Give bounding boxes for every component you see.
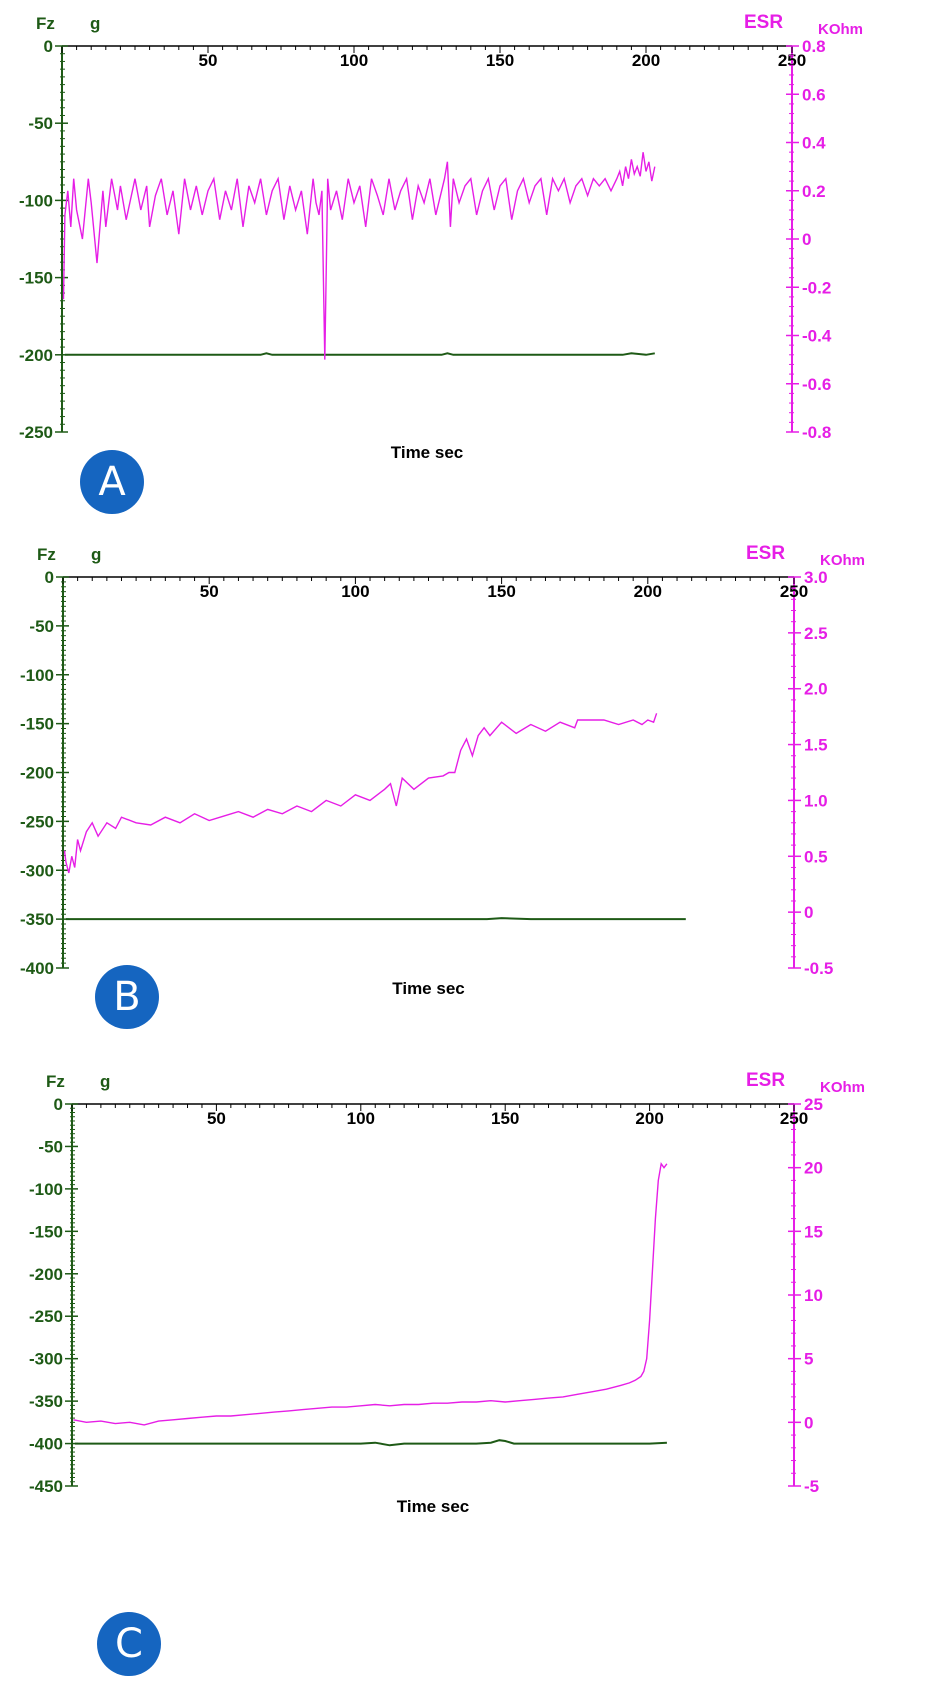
chart1-series-esr-line <box>63 713 658 874</box>
chart1-right-axis-unit: KOhm <box>820 552 865 569</box>
chart1-right-tick-label: 0.5 <box>804 847 828 866</box>
chart1-x-tick-label: 50 <box>200 582 219 601</box>
chart0-series-fz-line <box>64 352 655 356</box>
chart1-left-tick-label: -150 <box>20 715 54 734</box>
chart0-x-tick-label: 250 <box>778 51 806 70</box>
chart1-left-tick-label: 0 <box>45 568 54 587</box>
chart2-left-tick-label: -150 <box>29 1222 63 1241</box>
chart0-right-tick-label: 0.6 <box>802 85 826 104</box>
chart2-x-tick-label: 200 <box>635 1109 663 1128</box>
chart2-left-tick-label: -300 <box>29 1350 63 1369</box>
chart2-right-tick-label: -5 <box>804 1477 819 1496</box>
chart0-right-tick-label: -0.4 <box>802 327 832 346</box>
chart2-right-tick-label: 20 <box>804 1159 823 1178</box>
chart1-x-axis-label: Time sec <box>392 979 464 998</box>
panel-label-c: C <box>97 1612 161 1676</box>
chart1-x-tick-label: 100 <box>341 582 369 601</box>
chart-panel-c: 50 100 150 200 250 Time sec 0 -50 -100 -150 -200 -2… <box>0 1070 950 1700</box>
chart2-x-tick-label: 250 <box>780 1109 808 1128</box>
chart-b-svg: 50 100 150 200 250 Time sec 0 -50 -100 -150 -200 -2… <box>20 543 865 998</box>
chart2-series-fz-line <box>74 1439 667 1447</box>
chart2-left-tick-label: -200 <box>29 1265 63 1284</box>
panel-label-a: A <box>80 450 144 514</box>
chart0-left-tick-label: -200 <box>19 346 53 365</box>
chart0-right-tick-label: 0.2 <box>802 182 826 201</box>
chart0-right-tick-label: -0.8 <box>802 423 831 442</box>
chart1-left-tick-label: -200 <box>20 764 54 783</box>
chart0-x-tick-label: 200 <box>632 51 660 70</box>
chart1-right-tick-label: -0.5 <box>804 959 833 978</box>
chart1-x-tick-label: 250 <box>780 582 808 601</box>
chart1-left-tick-label: -250 <box>20 812 54 831</box>
chart2-right-axis-name: ESR <box>746 1070 785 1091</box>
chart0-x-axis-label: Time sec <box>391 443 463 462</box>
chart2-x-tick-label: 50 <box>207 1109 226 1128</box>
chart1-right-tick-label: 0 <box>804 903 813 922</box>
chart-panel-b: 50 100 150 200 250 Time sec 0 -50 -100 -150 -200 -2… <box>0 543 950 1130</box>
chart0-left-tick-label: 0 <box>44 37 53 56</box>
chart2-right-tick-label: 15 <box>804 1222 823 1241</box>
chart1-series-fz-line <box>65 917 686 921</box>
chart2-right-tick-label: 0 <box>804 1413 813 1432</box>
chart2-left-tick-label: 0 <box>54 1095 63 1114</box>
chart2-series-esr-line <box>73 1162 668 1426</box>
chart1-right-tick-label: 2.5 <box>804 624 828 643</box>
chart0-left-axis-unit: g <box>90 14 100 33</box>
chart1-right-tick-label: 1.5 <box>804 736 828 755</box>
chart0-right-tick-label: 0.4 <box>802 134 826 153</box>
chart1-x-tick-label: 150 <box>487 582 515 601</box>
chart1-right-tick-label: 1.0 <box>804 791 828 810</box>
chart2-x-axis-label: Time sec <box>397 1497 469 1516</box>
chart-panel-a: 50 100 150 200 250 Time sec 0 -50 -100 -150 -200 -2… <box>0 0 950 560</box>
chart2-x-tick-label: 100 <box>347 1109 375 1128</box>
chart2-left-tick-label: -350 <box>29 1392 63 1411</box>
chart1-right-tick-label: 3.0 <box>804 568 828 587</box>
chart0-right-tick-label: -0.2 <box>802 278 831 297</box>
chart1-left-tick-label: -100 <box>20 666 54 685</box>
chart1-left-tick-label: -350 <box>20 910 54 929</box>
chart2-right-tick-label: 25 <box>804 1095 823 1114</box>
chart2-left-tick-label: -400 <box>29 1435 63 1454</box>
chart2-left-tick-label: -250 <box>29 1307 63 1326</box>
chart1-left-tick-label: -400 <box>20 959 54 978</box>
chart0-left-tick-label: -100 <box>19 191 53 210</box>
chart2-x-tick-label: 150 <box>491 1109 519 1128</box>
chart1-left-tick-label: -50 <box>29 617 54 636</box>
chart0-x-tick-label: 50 <box>199 51 218 70</box>
chart1-left-tick-label: -300 <box>20 861 54 880</box>
chart2-left-tick-label: -100 <box>29 1180 63 1199</box>
chart0-right-tick-label: 0.8 <box>802 37 826 56</box>
chart0-right-axis-name: ESR <box>744 12 783 33</box>
chart0-left-tick-label: -50 <box>28 114 53 133</box>
chart0-x-tick-label: 150 <box>486 51 514 70</box>
chart-a-svg: 50 100 150 200 250 Time sec 0 -50 -100 -150 -200 -2… <box>19 12 863 462</box>
chart0-right-tick-label: 0 <box>802 230 811 249</box>
chart2-left-tick-label: -450 <box>29 1477 63 1496</box>
chart0-right-axis-unit: KOhm <box>818 21 863 38</box>
panel-label-b: B <box>95 965 159 1029</box>
chart2-left-axis-name: Fz <box>46 1072 65 1091</box>
chart2-right-tick-label: 5 <box>804 1350 813 1369</box>
chart1-x-tick-label: 200 <box>634 582 662 601</box>
chart0-right-tick-label: -0.6 <box>802 375 831 394</box>
chart1-left-axis-unit: g <box>91 545 101 564</box>
chart0-left-axis-name: Fz <box>36 14 55 33</box>
chart1-right-tick-label: 2.0 <box>804 680 828 699</box>
chart2-right-tick-label: 10 <box>804 1286 823 1305</box>
chart0-x-tick-label: 100 <box>340 51 368 70</box>
chart2-left-axis-unit: g <box>100 1072 110 1091</box>
chart1-left-axis-name: Fz <box>37 545 56 564</box>
chart2-right-axis-unit: KOhm <box>820 1079 865 1096</box>
chart0-left-tick-label: -150 <box>19 269 53 288</box>
chart1-right-axis-name: ESR <box>746 543 785 564</box>
chart0-series-esr-line <box>62 152 656 360</box>
chart0-left-tick-label: -250 <box>19 423 53 442</box>
chart2-left-tick-label: -50 <box>38 1137 63 1156</box>
